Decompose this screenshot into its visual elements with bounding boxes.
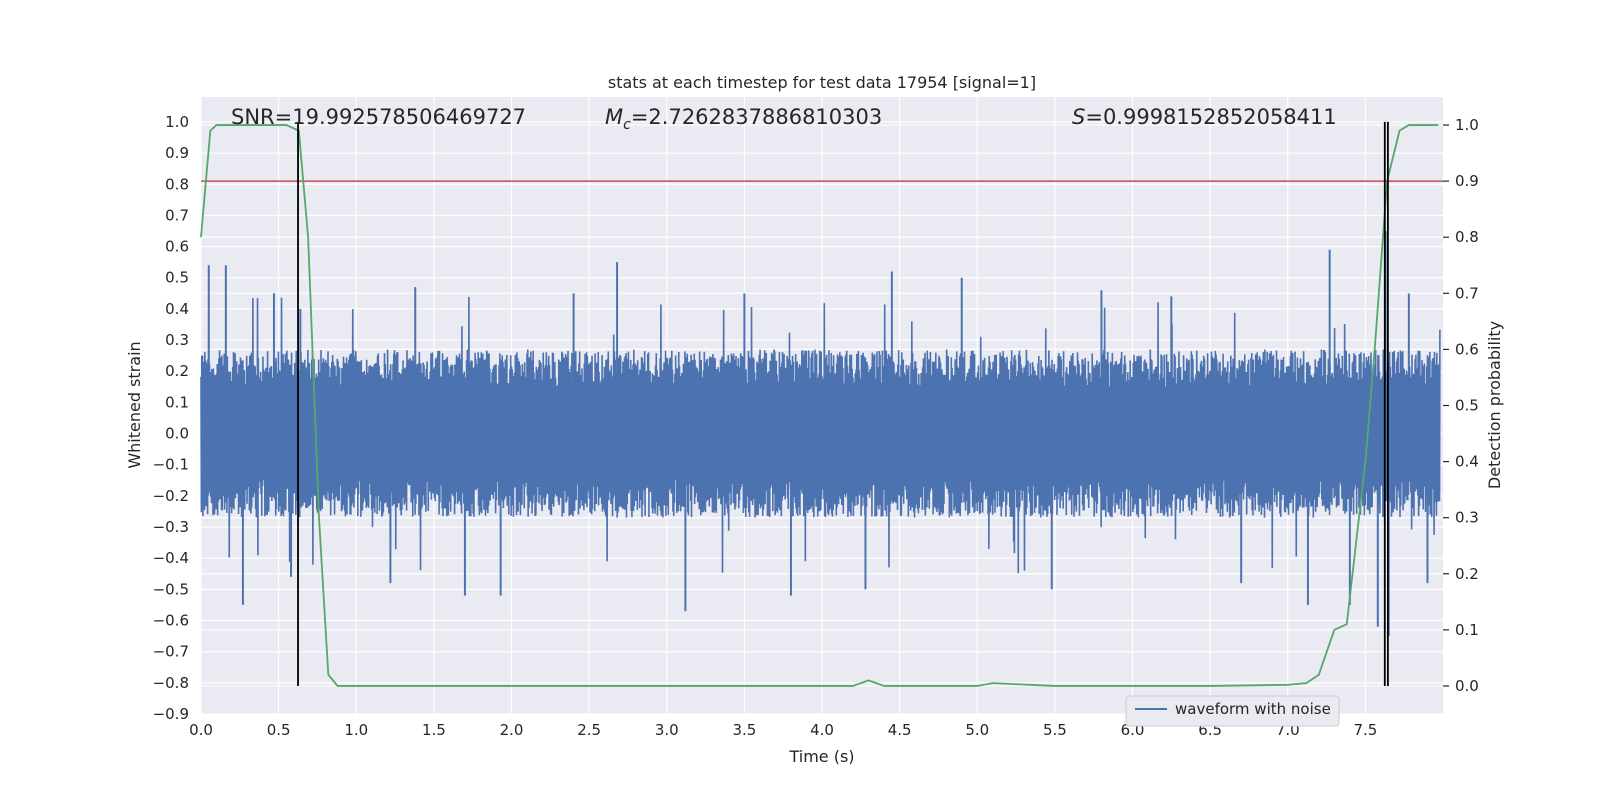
x-axis-label: Time (s)	[788, 747, 854, 766]
probability-line	[200, 124, 1439, 687]
y-left-tick-label: 0.5	[165, 269, 189, 287]
legend-label: waveform with noise	[1175, 700, 1331, 718]
y-left-tick-label: 0.4	[165, 300, 189, 318]
y-right-tick-label: 0.8	[1455, 228, 1479, 246]
y-right-tick-label: 0.1	[1455, 621, 1479, 639]
y-axis-label-right: Detection probability	[1485, 321, 1504, 489]
y-left-tick-label: 0.9	[165, 144, 189, 162]
waveform-trace	[200, 296, 1441, 574]
y-left-tick-label: 0.0	[165, 425, 189, 443]
s-symbol: S	[1072, 105, 1085, 129]
y-axis-label-left: Whitened strain	[125, 341, 144, 468]
s-value: =0.9998152852058411	[1085, 105, 1336, 129]
y-left-tick-label: 0.8	[165, 175, 189, 193]
legend: waveform with noise	[1125, 695, 1340, 727]
probability-series	[200, 124, 1439, 687]
x-tick-label: 5.5	[1043, 721, 1067, 739]
x-tick-label: 0.0	[189, 721, 213, 739]
y-left-tick-label: −0.4	[153, 549, 189, 567]
y-left-tick-label: −0.1	[153, 456, 189, 474]
x-tick-label: 4.0	[810, 721, 834, 739]
y-right-tick-label: 1.0	[1455, 116, 1479, 134]
y-left-tick-label: −0.9	[153, 705, 189, 723]
x-tick-label: 5.0	[965, 721, 989, 739]
y-right-tick-label: 0.6	[1455, 340, 1479, 358]
y-left-tick-label: −0.7	[153, 643, 189, 661]
y-right-tick-label: 0.3	[1455, 509, 1479, 527]
y-right-tick-label: 0.9	[1455, 172, 1479, 190]
x-tick-label: 7.5	[1353, 721, 1377, 739]
y-left-tick-label: −0.8	[153, 674, 189, 692]
y-left-tick-label: 0.7	[165, 206, 189, 224]
chirp-mass-annotation: Mc=2.7262837886810303	[605, 105, 882, 133]
legend-box	[1125, 695, 1340, 727]
y-left-tick-labels: 1.0 0.9 0.8 0.7 0.6 0.5 0.4 0.3 0.2 0.1 0.0 −0.1 −0.…	[153, 113, 189, 723]
y-left-tick-label: 0.6	[165, 238, 189, 256]
y-right-tick-label: 0.0	[1455, 677, 1479, 695]
mc-subscript: c	[623, 117, 631, 133]
mc-symbol: M	[605, 105, 623, 129]
vertical-markers	[297, 121, 1389, 686]
waveform-series	[200, 230, 1441, 637]
x-tick-labels: 0.0 0.5 1.0 1.5 2.0 2.5 3.0 3.5 4.0 4.5 5.0 5.5 6.0 6…	[189, 721, 1377, 739]
x-tick-label: 3.5	[732, 721, 756, 739]
snr-annotation: SNR=19.992578506469727	[231, 105, 526, 129]
y-left-tick-label: −0.5	[153, 580, 189, 598]
y-left-tick-label: 0.1	[165, 393, 189, 411]
y-left-tick-label: −0.3	[153, 518, 189, 536]
y-left-tick-label: −0.2	[153, 487, 189, 505]
x-tick-label: 0.5	[267, 721, 291, 739]
y-right-tick-label: 0.5	[1455, 397, 1479, 415]
y-left-tick-label: 0.3	[165, 331, 189, 349]
y-right-tick-label: 0.4	[1455, 453, 1479, 471]
significance-annotation: S=0.9998152852058411	[1072, 105, 1337, 129]
mc-value: =2.7262837886810303	[631, 105, 882, 129]
x-tick-label: 1.5	[422, 721, 446, 739]
x-tick-label: 2.5	[577, 721, 601, 739]
y-right-tick-label: 0.7	[1455, 284, 1479, 302]
y-right-tick-label: 0.2	[1455, 565, 1479, 583]
y-left-tick-label: −0.6	[153, 612, 189, 630]
chart-title: stats at each timestep for test data 179…	[608, 73, 1036, 92]
y-right-tick-labels: 1.0 0.9 0.8 0.7 0.6 0.5 0.4 0.3 0.2 0.1 0.0	[1443, 116, 1479, 695]
x-tick-label: 4.5	[888, 721, 912, 739]
x-tick-label: 3.0	[655, 721, 679, 739]
y-left-tick-label: 0.2	[165, 362, 189, 380]
y-left-tick-label: 1.0	[165, 113, 189, 131]
x-tick-label: 1.0	[344, 721, 368, 739]
x-tick-label: 2.0	[500, 721, 524, 739]
